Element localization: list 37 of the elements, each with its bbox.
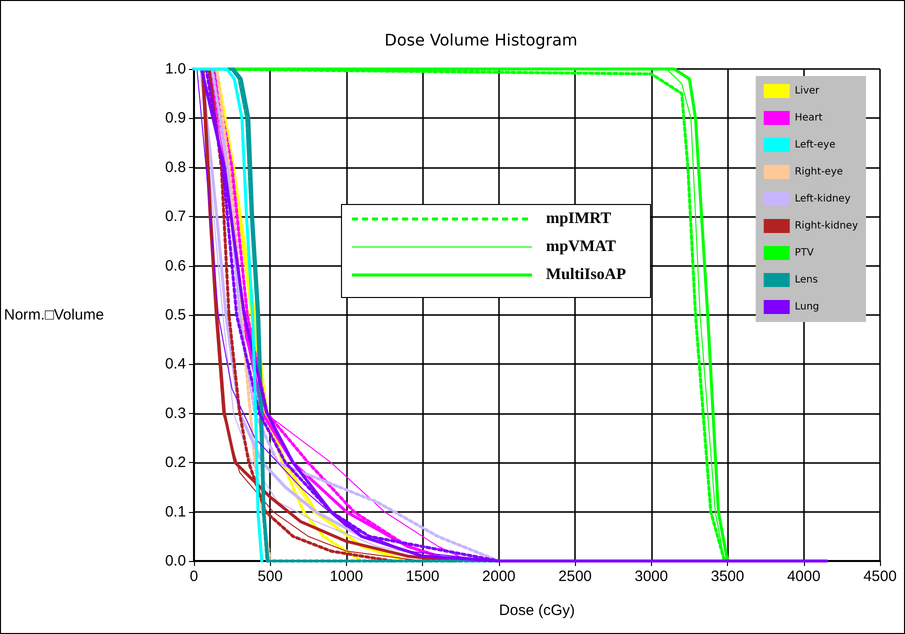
y-tick-label: 0.0 [165,552,186,570]
x-tick-label: 3000 [634,568,668,585]
y-axis-title: Norm.□Volume [4,306,104,324]
x-tick-label: 500 [258,568,283,585]
x-tick-label: 1500 [406,568,440,585]
key-box: mpIMRT mpVMAT MultiIsoAP [341,204,651,298]
y-tick-label: 0.1 [165,503,186,520]
chart-title: Dose Volume Histogram [384,30,578,50]
x-tick-label: 4000 [787,568,820,585]
y-tick-label: 0.6 [165,257,186,274]
legend-label: Lens [794,274,818,286]
y-tick-label: 0.8 [165,158,186,176]
legend-label: Heart [794,112,823,124]
x-tick-label: 3500 [710,568,744,585]
legend-label: Lung [794,302,820,312]
legend-label: Right-kidney [794,220,858,232]
x-tick-label: 1000 [330,568,364,585]
y-tick-label: 0.5 [165,306,186,324]
y-tick-label: 0.3 [165,404,186,422]
legend-label: Liver [794,86,820,96]
x-tick-label: 2500 [558,568,592,585]
legend-label: Left-eye [794,140,836,150]
y-tick-label: 0.4 [165,356,186,373]
legend-label: Right-eye [794,166,843,178]
x-tick-label: 2000 [482,568,516,585]
x-tick-label: 4500 [863,568,897,585]
annotation: mpIMRT [546,210,612,228]
y-tick-label: 0.2 [165,454,186,472]
y-tick-label: 0.9 [165,110,186,127]
y-tick-label: 1.0 [165,60,186,78]
annotation: mpVMAT [546,238,616,256]
y-tick-label: 0.7 [165,208,186,226]
x-axis-title: Dose (cGy) [499,602,575,619]
annotation: MultiIsoAP [546,266,626,284]
x-tick-label: 0 [190,568,198,585]
legend-label: PTV [794,248,814,258]
legend-label: Left-kidney [794,194,851,204]
